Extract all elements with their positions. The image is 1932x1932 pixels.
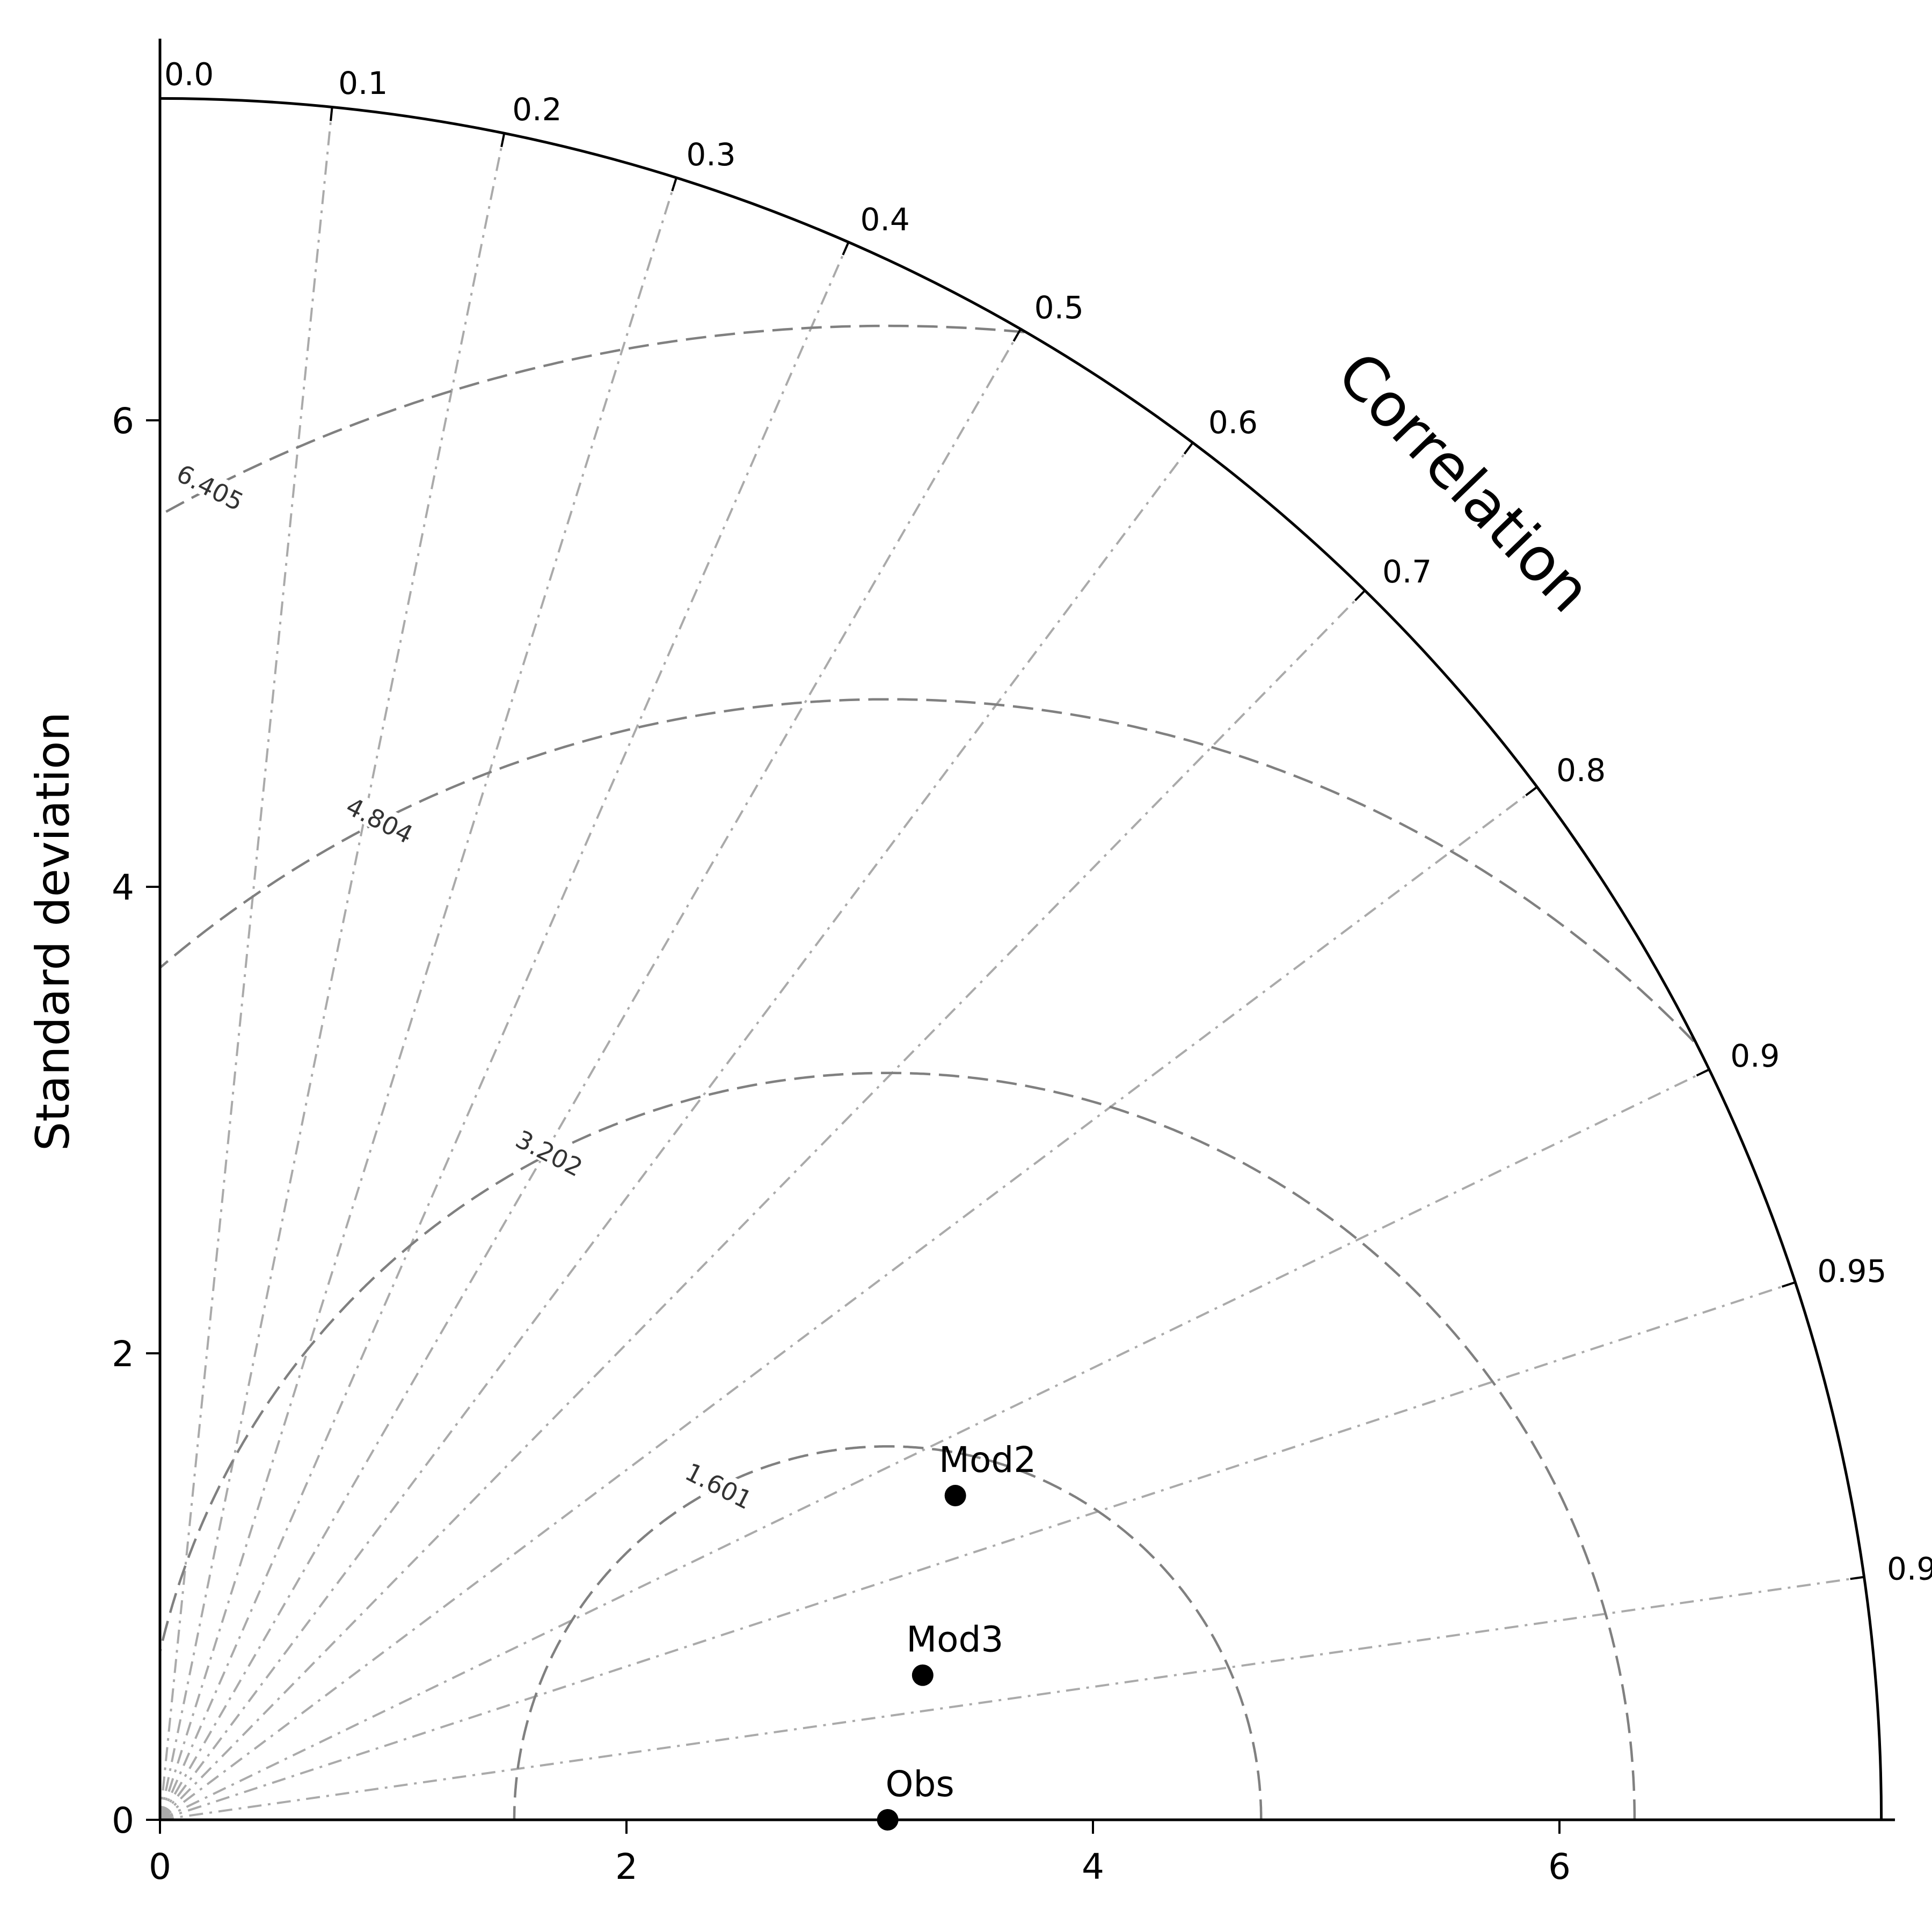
correlation-tick-mark xyxy=(500,133,506,148)
axes xyxy=(158,39,1895,1821)
rms-contour-label-bg xyxy=(166,455,256,517)
data-points: Obs Mod3 Mod2 xyxy=(877,1439,1036,1831)
correlation-ray xyxy=(159,786,1538,1821)
correlation-tick-label: 0.5 xyxy=(1034,289,1084,326)
correlation-ray xyxy=(159,589,1366,1821)
x-tick-label: 2 xyxy=(615,1846,638,1887)
rms-contours xyxy=(158,324,1695,1820)
correlation-ray xyxy=(159,133,506,1820)
correlation-tick-mark xyxy=(1525,786,1538,797)
correlation-tick-label: 0.6 xyxy=(1208,404,1258,441)
rms-contour xyxy=(159,698,1695,1042)
correlation-ray xyxy=(159,107,333,1820)
correlation-tick-mark xyxy=(330,107,333,121)
x-tick-label: 4 xyxy=(1082,1846,1104,1887)
correlation-ray xyxy=(159,328,1022,1821)
x-tick-label: 6 xyxy=(1548,1846,1571,1887)
correlation-tick-label: 0.99 xyxy=(1887,1551,1932,1587)
data-point-label: Obs xyxy=(886,1763,954,1805)
rms-contour xyxy=(158,1071,1636,1820)
correlation-tick-label: 0.7 xyxy=(1382,553,1432,590)
correlation-tick-mark xyxy=(1850,1576,1864,1580)
rms-contour-label-bg xyxy=(506,1120,594,1183)
correlation-ray xyxy=(159,1576,1864,1821)
correlation-tick-mark xyxy=(842,242,850,256)
rms-contour-label: 4.804 xyxy=(341,791,418,849)
rms-contour-label-bg xyxy=(675,1453,764,1515)
correlation-tick-label: 0.1 xyxy=(338,65,388,101)
correlation-tick-label: 0.9 xyxy=(1730,1038,1780,1074)
correlation-ray xyxy=(159,1281,1796,1821)
correlation-ray xyxy=(159,442,1194,1821)
correlation-tick-mark xyxy=(1354,589,1366,602)
correlation-arc-label: Correlation xyxy=(1324,339,1605,626)
y-tick-label: 6 xyxy=(112,400,134,442)
correlation-rays xyxy=(159,98,1864,1821)
correlation-tick-mark xyxy=(671,177,677,192)
y-tick-label: 0 xyxy=(112,1800,134,1841)
rms-contour-label: 3.202 xyxy=(511,1125,587,1183)
correlation-tick-mark xyxy=(1781,1281,1796,1288)
correlation-ray xyxy=(159,1068,1710,1821)
y-tick-label: 2 xyxy=(112,1333,134,1375)
correlation-tick-label: 0.2 xyxy=(512,91,562,128)
correlation-tick-mark xyxy=(1012,328,1022,342)
correlation-ray xyxy=(159,242,850,1820)
rms-contour-labels: 1.601 3.202 4.804 6.405 xyxy=(166,455,764,1515)
data-point-marker xyxy=(944,1485,966,1507)
correlation-tick-label: 0.8 xyxy=(1556,752,1606,789)
rms-contour-label-bg xyxy=(336,788,425,850)
std-ticks: 00 2 2 4 4 6 6 xyxy=(112,400,1571,1887)
correlation-tick-label: 0.0 xyxy=(164,56,214,93)
correlation-ray xyxy=(159,177,677,1820)
x-tick-label: 0 xyxy=(149,1846,171,1887)
data-point-label: Mod3 xyxy=(906,1619,1003,1660)
correlation-tick-label: 0.95 xyxy=(1817,1253,1886,1289)
data-point-marker xyxy=(912,1664,934,1686)
rms-contour-label: 1.601 xyxy=(681,1457,757,1515)
correlation-tick-label: 0.4 xyxy=(861,201,910,238)
rms-contour xyxy=(513,1445,1263,1820)
correlation-ticks: 0.0 0.1 0.2 0.3 0.4 0.5 0.6 0.7 0.8 0.9 0.95 0.99 xyxy=(159,56,1932,1587)
rms-contour-label: 6.405 xyxy=(172,459,248,517)
y-axis-label: Standard deviation xyxy=(26,712,80,1151)
correlation-tick-mark xyxy=(1183,442,1194,455)
correlation-tick-label: 0.3 xyxy=(686,136,735,173)
y-tick-label: 4 xyxy=(112,867,134,908)
correlation-tick-mark xyxy=(1696,1068,1710,1077)
data-point-marker xyxy=(877,1809,899,1831)
data-point-label: Mod2 xyxy=(939,1439,1036,1481)
correlation-arc xyxy=(159,97,1883,1820)
rms-contour xyxy=(163,324,1025,514)
